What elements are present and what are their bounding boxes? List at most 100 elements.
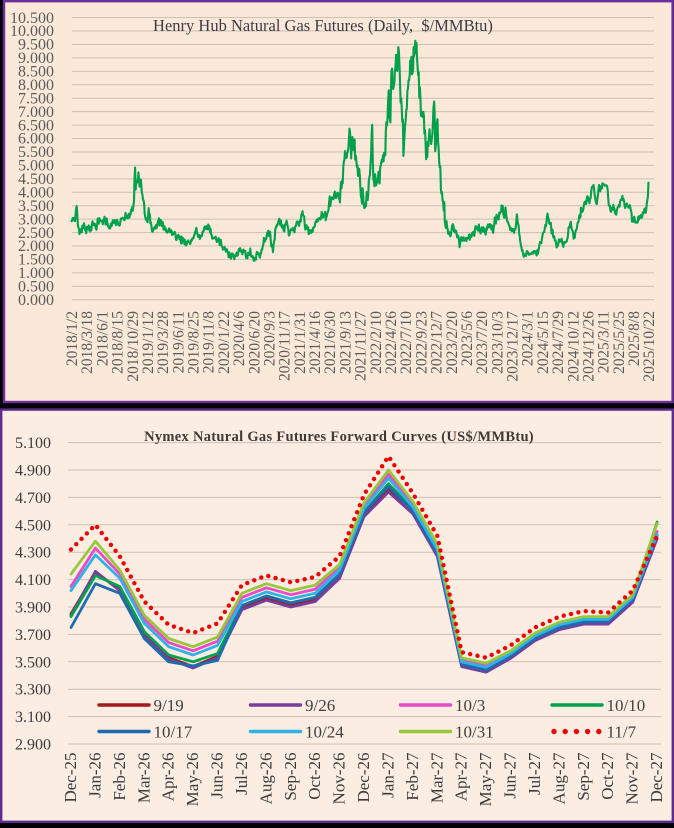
svg-text:2019/8/25: 2019/8/25 <box>186 311 203 374</box>
svg-text:3.700: 3.700 <box>15 627 51 644</box>
svg-text:7.500: 7.500 <box>18 90 54 107</box>
svg-text:4.500: 4.500 <box>15 517 51 534</box>
svg-text:2024/5/15: 2024/5/15 <box>535 311 552 374</box>
svg-text:2020/4/6: 2020/4/6 <box>231 311 248 366</box>
svg-text:Apr-27: Apr-27 <box>452 752 471 801</box>
svg-text:Jun-26: Jun-26 <box>208 753 227 799</box>
svg-text:11/7: 11/7 <box>607 723 637 742</box>
svg-text:0.500: 0.500 <box>18 279 54 296</box>
svg-text:Nov-27: Nov-27 <box>623 752 642 804</box>
svg-text:2021/4/16: 2021/4/16 <box>307 311 324 374</box>
svg-text:Nov-26: Nov-26 <box>330 753 349 805</box>
svg-text:2022/9/23: 2022/9/23 <box>413 311 430 374</box>
svg-text:2019/6/11: 2019/6/11 <box>170 311 187 373</box>
svg-text:Jan-26: Jan-26 <box>85 753 104 798</box>
svg-text:2.000: 2.000 <box>18 238 54 255</box>
svg-text:2021/6/30: 2021/6/30 <box>322 311 339 374</box>
svg-text:2025/3/11: 2025/3/11 <box>596 311 613 373</box>
svg-text:2020/6/20: 2020/6/20 <box>246 311 263 374</box>
svg-text:2019/1/12: 2019/1/12 <box>140 311 157 374</box>
svg-text:3.500: 3.500 <box>15 654 51 671</box>
svg-text:2.900: 2.900 <box>15 737 51 754</box>
svg-text:2022/7/10: 2022/7/10 <box>398 311 415 374</box>
svg-text:2018/3/18: 2018/3/18 <box>79 311 96 374</box>
svg-text:2021/1/31: 2021/1/31 <box>292 311 309 374</box>
svg-text:9/26: 9/26 <box>305 696 335 715</box>
svg-text:4.500: 4.500 <box>18 171 54 188</box>
svg-text:2025/5/25: 2025/5/25 <box>611 311 628 374</box>
svg-text:Sep-26: Sep-26 <box>281 753 300 801</box>
svg-text:9.500: 9.500 <box>18 37 54 54</box>
svg-text:2025/8/8: 2025/8/8 <box>626 311 643 366</box>
svg-text:Jan-27: Jan-27 <box>379 752 398 798</box>
svg-text:10/24: 10/24 <box>305 723 344 742</box>
svg-text:9/19: 9/19 <box>154 696 184 715</box>
svg-text:Nymex Natural Gas Futures Forw: Nymex Natural Gas Futures Forward Curves… <box>144 429 534 445</box>
svg-text:2019/11/8: 2019/11/8 <box>201 311 218 374</box>
svg-text:4.100: 4.100 <box>15 572 51 589</box>
svg-text:May-26: May-26 <box>183 753 202 807</box>
svg-text:Aug-26: Aug-26 <box>256 753 275 805</box>
svg-text:Henry Hub Natural Gas Futures: Henry Hub Natural Gas Futures (Daily, $/… <box>153 16 493 35</box>
svg-text:2024/12/26: 2024/12/26 <box>581 311 598 382</box>
svg-text:10/31: 10/31 <box>455 723 494 742</box>
svg-text:Mar-26: Mar-26 <box>134 753 153 804</box>
svg-text:2023/12/17: 2023/12/17 <box>505 311 522 382</box>
svg-text:6.500: 6.500 <box>18 117 54 134</box>
svg-text:May-27: May-27 <box>476 752 495 806</box>
svg-text:2022/2/10: 2022/2/10 <box>368 311 385 374</box>
svg-text:2020/1/22: 2020/1/22 <box>216 311 233 374</box>
svg-text:2023/7/20: 2023/7/20 <box>474 311 491 374</box>
svg-text:2.500: 2.500 <box>18 225 54 242</box>
svg-text:Mar-27: Mar-27 <box>427 752 446 803</box>
svg-text:2020/9/3: 2020/9/3 <box>262 311 279 366</box>
svg-text:8.000: 8.000 <box>18 77 54 94</box>
svg-text:4.700: 4.700 <box>15 490 51 507</box>
svg-text:1.500: 1.500 <box>18 252 54 269</box>
svg-text:1.000: 1.000 <box>18 265 54 282</box>
svg-text:6.000: 6.000 <box>18 131 54 148</box>
svg-text:Apr-26: Apr-26 <box>159 753 178 802</box>
svg-text:7.000: 7.000 <box>18 104 54 121</box>
svg-text:3.000: 3.000 <box>18 211 54 228</box>
svg-text:2023/5/6: 2023/5/6 <box>459 311 476 366</box>
svg-text:2024/10/12: 2024/10/12 <box>565 311 582 382</box>
svg-text:Feb-27: Feb-27 <box>403 752 422 801</box>
svg-text:3.500: 3.500 <box>18 198 54 215</box>
svg-text:Jul-27: Jul-27 <box>525 752 544 795</box>
svg-text:Feb-26: Feb-26 <box>110 753 129 801</box>
svg-text:2021/9/13: 2021/9/13 <box>337 311 354 374</box>
svg-text:Sep-27: Sep-27 <box>574 752 593 801</box>
svg-text:2024/3/1: 2024/3/1 <box>520 311 537 366</box>
svg-text:Jul-26: Jul-26 <box>232 753 251 796</box>
svg-text:5.500: 5.500 <box>18 144 54 161</box>
svg-text:2018/1/2: 2018/1/2 <box>64 311 81 366</box>
svg-text:10/3: 10/3 <box>455 696 485 715</box>
svg-text:Aug-27: Aug-27 <box>549 752 568 804</box>
svg-text:2025/10/22: 2025/10/22 <box>641 311 658 382</box>
svg-text:3.900: 3.900 <box>15 600 51 617</box>
svg-text:10/17: 10/17 <box>154 723 193 742</box>
svg-text:3.100: 3.100 <box>15 709 51 726</box>
svg-text:2021/11/27: 2021/11/27 <box>353 311 370 381</box>
svg-text:5.000: 5.000 <box>18 158 54 175</box>
svg-text:2018/6/1: 2018/6/1 <box>94 311 111 366</box>
svg-text:Oct-26: Oct-26 <box>305 753 324 800</box>
svg-text:0.000: 0.000 <box>18 292 54 309</box>
svg-text:2019/3/28: 2019/3/28 <box>155 311 172 374</box>
svg-text:10.000: 10.000 <box>10 23 54 40</box>
svg-text:10/10: 10/10 <box>607 696 646 715</box>
svg-text:2022/4/26: 2022/4/26 <box>383 311 400 374</box>
svg-text:2023/10/3: 2023/10/3 <box>489 311 506 374</box>
svg-text:Dec-25: Dec-25 <box>61 753 80 803</box>
svg-text:2024/7/29: 2024/7/29 <box>550 311 567 374</box>
svg-text:5.100: 5.100 <box>15 435 51 452</box>
svg-text:Dec-27: Dec-27 <box>647 752 666 803</box>
svg-text:Oct-27: Oct-27 <box>598 752 617 800</box>
svg-text:9.000: 9.000 <box>18 50 54 67</box>
svg-text:4.900: 4.900 <box>15 463 51 480</box>
svg-text:2018/8/15: 2018/8/15 <box>110 311 127 374</box>
svg-text:10.500: 10.500 <box>10 10 54 27</box>
svg-text:3.300: 3.300 <box>15 682 51 699</box>
svg-text:8.500: 8.500 <box>18 64 54 81</box>
